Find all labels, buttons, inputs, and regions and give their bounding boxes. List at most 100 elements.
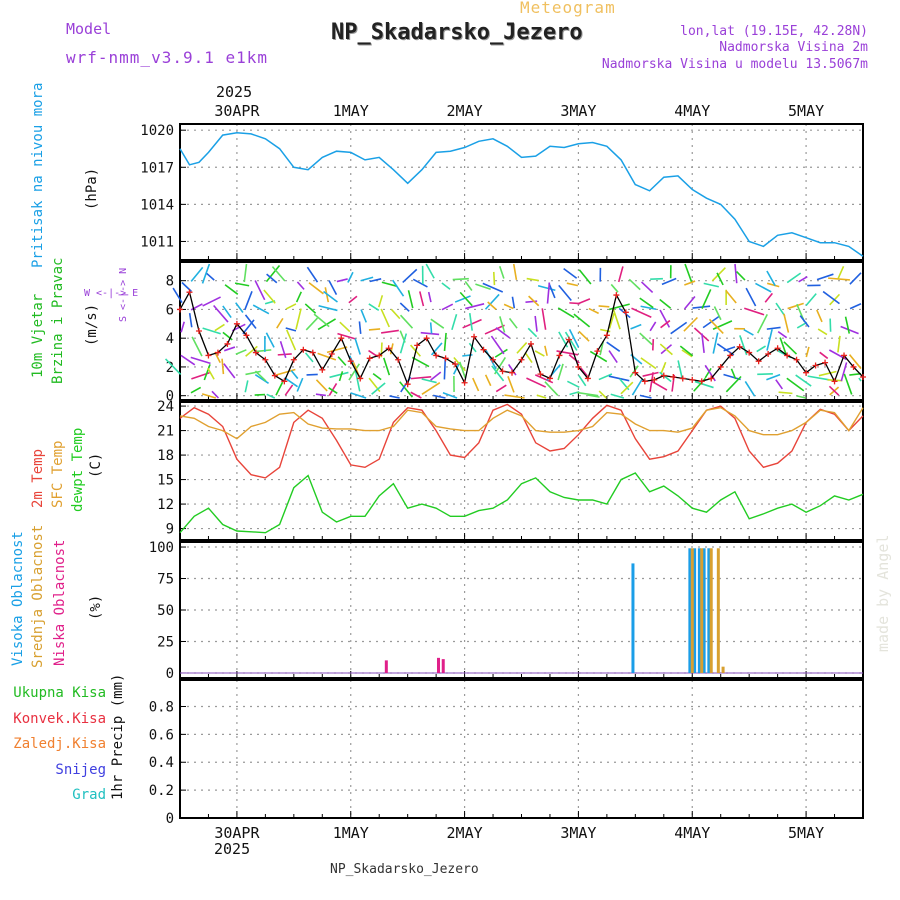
wind-arrow <box>683 295 696 310</box>
wind-arrow <box>468 313 473 331</box>
bottom-year-label: 2025 <box>214 840 251 858</box>
wind-arrow <box>454 295 471 303</box>
wind-arrow <box>631 307 652 318</box>
wind-arrow <box>649 372 654 393</box>
wind-arrow <box>234 282 250 287</box>
wind-arrow <box>207 367 215 380</box>
wind-arrow <box>766 326 781 330</box>
wind-arrow <box>482 282 504 293</box>
footer-station: NP_Skadarsko_Jezero <box>330 862 479 877</box>
wind-arrow <box>639 332 653 346</box>
wind-speed-marker <box>584 375 591 382</box>
wind-arrow <box>313 313 330 328</box>
wind-speed-marker <box>565 336 572 343</box>
top-date-label: 3MAY <box>560 102 596 120</box>
wind-speed-marker <box>594 348 601 355</box>
wind-speed-marker <box>480 346 487 353</box>
wind-arrow <box>799 315 810 328</box>
wind-arrow <box>563 267 578 279</box>
lonlat-label: lon,lat (19.15E, 42.28N) <box>680 24 868 39</box>
wind-arrow <box>777 330 788 339</box>
wind-speed-marker <box>366 355 373 362</box>
wind-arrow <box>441 303 454 311</box>
tick-label: 18 <box>157 448 174 464</box>
wind-arrow <box>254 370 267 382</box>
wind-speed-marker <box>670 374 677 380</box>
tick-label: 0 <box>166 811 174 827</box>
wind-speed-marker <box>651 376 658 383</box>
bottom-date-label: 1MAY <box>333 824 369 842</box>
wind-arrow <box>290 370 299 380</box>
wind-speed-marker <box>177 306 183 313</box>
wind-arrow <box>368 328 381 331</box>
wind-arrow <box>427 291 432 303</box>
wind-arrow <box>360 276 374 282</box>
wind-arrow <box>612 308 621 330</box>
wind-arrow <box>639 297 654 309</box>
wind-arrow <box>410 391 422 399</box>
wind-arrow <box>235 349 247 355</box>
wind-arrow <box>608 350 618 363</box>
wind-arrow <box>534 315 538 332</box>
wind-arrow <box>213 305 229 323</box>
wind-speed-marker <box>793 356 800 363</box>
wind-speed-marker <box>765 351 772 357</box>
wind-speed-marker <box>252 349 259 356</box>
wind-arrow <box>190 266 204 282</box>
wind-arrow <box>822 290 840 305</box>
wind-speed-marker <box>575 363 582 370</box>
wind-arrow <box>684 263 693 282</box>
wind-arrow <box>358 321 362 334</box>
wind-arrow <box>649 321 657 332</box>
wind-arrow <box>795 374 812 387</box>
wind-arrow <box>266 273 278 284</box>
wind-arrow <box>796 395 807 399</box>
wind-arrow <box>223 346 236 352</box>
wind-arrow <box>659 343 673 356</box>
wind-arrow <box>843 373 853 395</box>
temp-2m-line <box>179 403 864 479</box>
wind-arrow <box>703 282 719 288</box>
bottom-date-label: 5MAY <box>788 824 824 842</box>
wind-arrow <box>202 296 221 307</box>
wind-arrow <box>567 380 580 389</box>
wind-arrow <box>840 325 859 335</box>
cloud-mid-bar <box>721 666 725 673</box>
wind-arrow <box>526 277 539 282</box>
wind-speed-marker <box>774 345 781 352</box>
wind-arrow <box>660 361 667 375</box>
wind-arrow <box>525 300 538 303</box>
wind-arrow <box>683 316 698 332</box>
wind-arrow <box>164 358 182 375</box>
wind-arrow <box>430 342 443 356</box>
wind-speed-marker <box>214 349 221 356</box>
bottom-date-label: 3MAY <box>560 824 596 842</box>
precip-legend-freezing: Zaledj.Kisa <box>13 736 106 752</box>
wind-arrow <box>766 270 776 287</box>
wind-arrow <box>391 279 405 297</box>
wind-arrow <box>849 272 862 285</box>
wind-arrow <box>459 291 473 307</box>
wind-arrow <box>650 277 663 280</box>
wind-arrow <box>372 372 382 381</box>
wind-speed-marker <box>414 342 421 349</box>
wind-arrow <box>279 341 287 359</box>
wind-arrow <box>328 280 338 296</box>
wind-arrow <box>527 327 538 338</box>
model-name: wrf-nmm_v3.9.1 e1km <box>66 48 269 67</box>
wind-arrow <box>580 367 588 377</box>
wind-arrow <box>494 348 508 358</box>
wind-speed-marker <box>603 332 610 339</box>
precip-legend-snow: Snijeg <box>55 762 106 778</box>
wind-arrow <box>308 282 324 295</box>
wind-speed-marker <box>698 378 705 385</box>
wind-arrow <box>708 318 724 334</box>
top-date-label: 4MAY <box>674 102 710 120</box>
wind-arrow <box>630 323 642 330</box>
wind-arrow <box>598 373 613 381</box>
wind-arrow <box>465 303 485 310</box>
wind-arrow <box>296 377 304 392</box>
tick-label: 24 <box>157 399 174 415</box>
wind-arrow <box>490 335 505 355</box>
wind-arrow <box>203 364 211 381</box>
